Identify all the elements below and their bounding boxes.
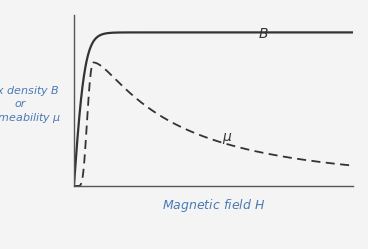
Text: $\mu$: $\mu$ [222, 131, 233, 146]
Text: Flux density $B$
or
permeability $\mu$: Flux density $B$ or permeability $\mu$ [0, 84, 61, 125]
Text: $B$: $B$ [258, 27, 269, 41]
X-axis label: Magnetic field $H$: Magnetic field $H$ [162, 197, 265, 214]
